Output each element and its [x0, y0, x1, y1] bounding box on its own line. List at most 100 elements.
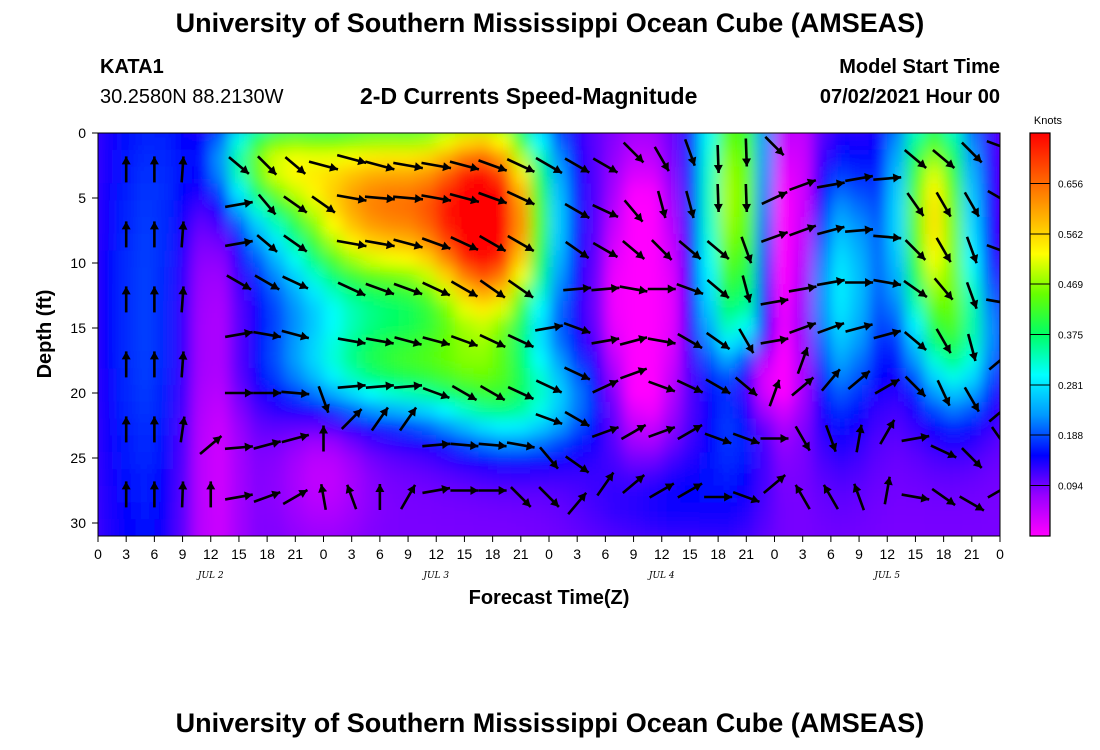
heatmap-cell [642, 519, 663, 536]
heatmap-cell [680, 133, 701, 151]
heatmap-cell [661, 317, 682, 336]
heatmap-cell [492, 133, 513, 134]
heatmap-cell [586, 166, 607, 185]
heatmap-cell [417, 317, 438, 336]
current-vector [393, 194, 424, 204]
day-label: JUL 5 [872, 571, 900, 581]
vector-head [609, 425, 619, 435]
vector-head [352, 409, 362, 418]
vector-head [441, 485, 451, 494]
heatmap-cell [906, 418, 926, 437]
heatmap-cell [116, 267, 137, 286]
vector-head [384, 287, 394, 296]
vector-head [748, 386, 758, 396]
heatmap-cell [567, 351, 588, 370]
heatmap-cell [530, 233, 550, 252]
heatmap-cell [417, 502, 438, 521]
heatmap-cell [774, 519, 795, 536]
current-vector [365, 160, 395, 172]
colorbar-tick-label: 0.188 [1058, 431, 1083, 442]
heatmap-cell [549, 468, 569, 487]
heatmap-cell [661, 300, 682, 319]
heatmap-cell [417, 485, 438, 504]
heatmap-cell [793, 250, 814, 269]
vector-head [945, 159, 955, 168]
heatmap-cell [849, 468, 870, 487]
current-vector [904, 239, 927, 261]
current-vector [904, 375, 927, 398]
heatmap-cell [398, 435, 419, 454]
current-vector [623, 199, 644, 223]
heatmap-cell [868, 519, 889, 536]
heatmap-cell [492, 401, 513, 420]
heatmap-field [98, 133, 1020, 536]
current-vector [337, 381, 366, 391]
heatmap-cell [962, 284, 983, 302]
vector-head [149, 481, 159, 490]
heatmap-cell [755, 502, 776, 521]
heatmap-cell [379, 468, 400, 487]
current-vector [199, 435, 223, 455]
heatmap-cell [755, 216, 776, 235]
heatmap-cell [323, 233, 344, 252]
heatmap-cell [229, 250, 250, 269]
heatmap-cell [379, 418, 400, 437]
vector-head [329, 162, 338, 172]
heatmap-cell [962, 368, 983, 386]
heatmap-cell [248, 183, 269, 202]
heatmap-cell [135, 284, 156, 302]
heatmap-cell [981, 267, 1000, 286]
heatmap-cell [699, 149, 720, 168]
current-vector [121, 156, 131, 183]
heatmap-cell [173, 133, 193, 151]
heatmap-cell [455, 502, 475, 521]
x-tick-label: 3 [348, 546, 356, 562]
heatmap-cell [1000, 133, 1020, 151]
heatmap-cell [436, 468, 457, 487]
current-vector [935, 191, 952, 218]
heatmap-cell [379, 267, 400, 286]
heatmap-cell [1000, 502, 1020, 520]
current-vector [478, 441, 507, 451]
current-vector [206, 481, 216, 508]
vector-head [407, 484, 416, 495]
heatmap-cell [154, 183, 175, 202]
vector-head [720, 340, 730, 350]
heatmap-cell [135, 250, 156, 269]
heatmap-cell [624, 435, 644, 454]
heatmap-cell [379, 351, 400, 370]
heatmap-cell [304, 267, 325, 286]
heatmap-cell [379, 519, 400, 536]
x-tick-label: 9 [179, 546, 187, 562]
current-vector [794, 425, 811, 452]
heatmap-cell [924, 418, 945, 437]
vector-head [496, 243, 506, 251]
heatmap-cell [135, 502, 156, 521]
heatmap-cell [361, 300, 381, 319]
heatmap-cell [135, 133, 156, 134]
heatmap-cell [962, 216, 983, 235]
vector-head [468, 288, 478, 297]
current-vector [906, 192, 925, 217]
current-vector [178, 351, 188, 378]
heatmap-cell [718, 200, 738, 218]
current-vector [845, 322, 873, 333]
current-vector [713, 183, 723, 213]
heatmap-cell [680, 519, 701, 536]
current-vector [567, 491, 588, 516]
vector-head [999, 445, 1000, 447]
heatmap-cell [285, 183, 306, 202]
heatmap-cell [135, 233, 156, 252]
vector-head [883, 476, 893, 486]
heatmap-cell [642, 502, 663, 521]
heatmap-cell [718, 166, 738, 185]
heatmap-cell [398, 166, 419, 185]
vector-head [271, 439, 281, 448]
heatmap-cell [830, 284, 851, 302]
heatmap-cell [455, 300, 475, 319]
heatmap-cell [605, 216, 626, 235]
heatmap-cell [398, 468, 419, 487]
station-coordinates: 30.2580N 88.2130W [100, 86, 284, 108]
heatmap-cell [267, 267, 287, 286]
heatmap-cell [774, 149, 795, 168]
